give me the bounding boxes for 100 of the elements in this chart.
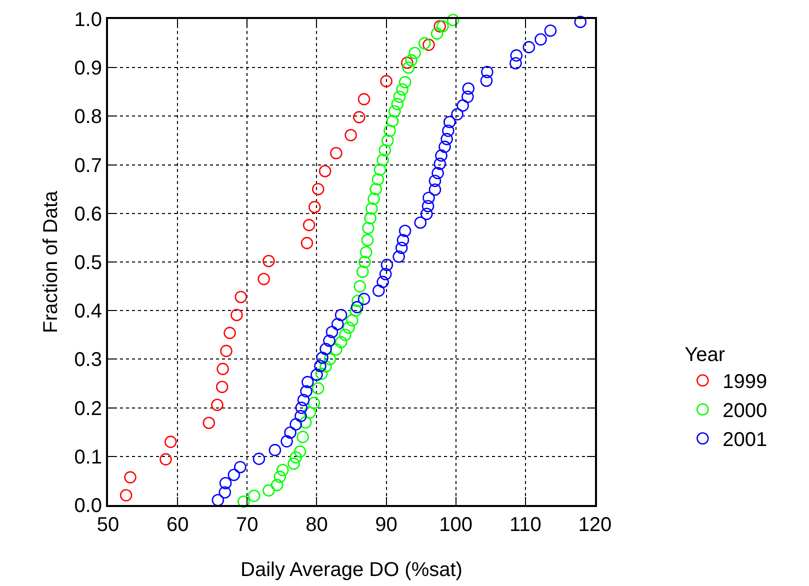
point	[354, 280, 366, 292]
point	[368, 192, 380, 205]
point	[361, 234, 374, 246]
point	[258, 272, 270, 286]
point	[308, 396, 320, 410]
point	[434, 20, 446, 32]
point	[372, 173, 384, 186]
y-tick-label: 0.9	[74, 58, 102, 80]
point	[462, 90, 474, 103]
point	[211, 398, 224, 412]
point	[395, 242, 408, 254]
x-tick-label: 100	[439, 514, 473, 536]
legend-label: 2000	[722, 400, 768, 422]
point	[323, 334, 336, 347]
point	[320, 360, 332, 373]
point	[462, 82, 475, 95]
point	[510, 49, 523, 62]
point	[374, 164, 386, 176]
point	[376, 154, 389, 166]
point	[456, 99, 469, 112]
point	[310, 368, 323, 381]
point	[268, 444, 282, 456]
point	[522, 41, 536, 54]
point	[238, 495, 250, 508]
point	[422, 38, 435, 51]
point	[362, 222, 374, 234]
point	[358, 256, 371, 268]
point	[318, 164, 332, 178]
point	[294, 445, 306, 458]
point	[326, 326, 338, 338]
legend-label: 1999	[722, 371, 768, 394]
point	[379, 268, 392, 280]
point	[353, 111, 366, 124]
point	[418, 37, 431, 50]
point	[442, 124, 454, 137]
point	[262, 484, 275, 497]
point	[164, 436, 177, 448]
point	[212, 494, 224, 506]
point	[434, 158, 446, 170]
point	[481, 66, 494, 78]
point	[398, 76, 412, 88]
point	[356, 266, 369, 278]
point	[402, 61, 415, 74]
point	[408, 46, 421, 60]
y-tick-label: 0.6	[74, 203, 102, 226]
point	[422, 192, 435, 204]
point	[234, 460, 246, 474]
point	[216, 380, 228, 394]
point	[436, 20, 449, 32]
point	[252, 452, 266, 465]
point	[218, 486, 232, 499]
point	[308, 200, 321, 214]
point	[372, 284, 385, 297]
point	[339, 328, 352, 342]
point	[302, 218, 316, 232]
point	[443, 116, 456, 128]
point	[384, 124, 396, 137]
point	[299, 416, 312, 429]
point	[428, 174, 442, 187]
point	[220, 344, 232, 358]
point	[248, 490, 260, 502]
point	[324, 353, 336, 366]
point	[380, 75, 392, 88]
y-tick-label: 0.3	[74, 349, 102, 372]
legend-title: Year	[684, 344, 726, 366]
point	[234, 290, 248, 304]
point	[304, 406, 316, 419]
point	[428, 183, 442, 196]
y-tick-label: 0.1	[74, 446, 102, 468]
point	[414, 216, 427, 229]
y-tick-label: 0.2	[74, 398, 102, 420]
point	[388, 105, 401, 118]
point	[312, 382, 324, 395]
point	[398, 224, 412, 238]
point	[316, 352, 328, 364]
point	[320, 342, 332, 356]
point	[276, 464, 289, 476]
point	[396, 83, 408, 96]
point	[370, 182, 382, 196]
point	[312, 182, 324, 196]
point	[280, 435, 293, 448]
point	[120, 489, 132, 502]
point	[574, 16, 587, 28]
point	[342, 321, 355, 334]
y-tick-label: 0.8	[74, 106, 102, 128]
x-tick-label: 90	[375, 514, 398, 536]
x-axis-title: Daily Average DO (%sat)	[240, 559, 462, 581]
point	[288, 458, 300, 470]
point	[160, 453, 172, 466]
point	[315, 368, 328, 380]
point	[300, 236, 314, 250]
point	[302, 376, 314, 388]
point	[422, 200, 434, 212]
point	[314, 360, 326, 372]
y-tick-label: 0.4	[74, 300, 102, 323]
legend-label: 2001	[722, 429, 768, 452]
y-tick-label: 0.0	[74, 495, 102, 517]
y-tick-label: 1.0	[74, 9, 102, 31]
point	[440, 132, 453, 146]
y-tick-label: 0.7	[74, 154, 102, 177]
